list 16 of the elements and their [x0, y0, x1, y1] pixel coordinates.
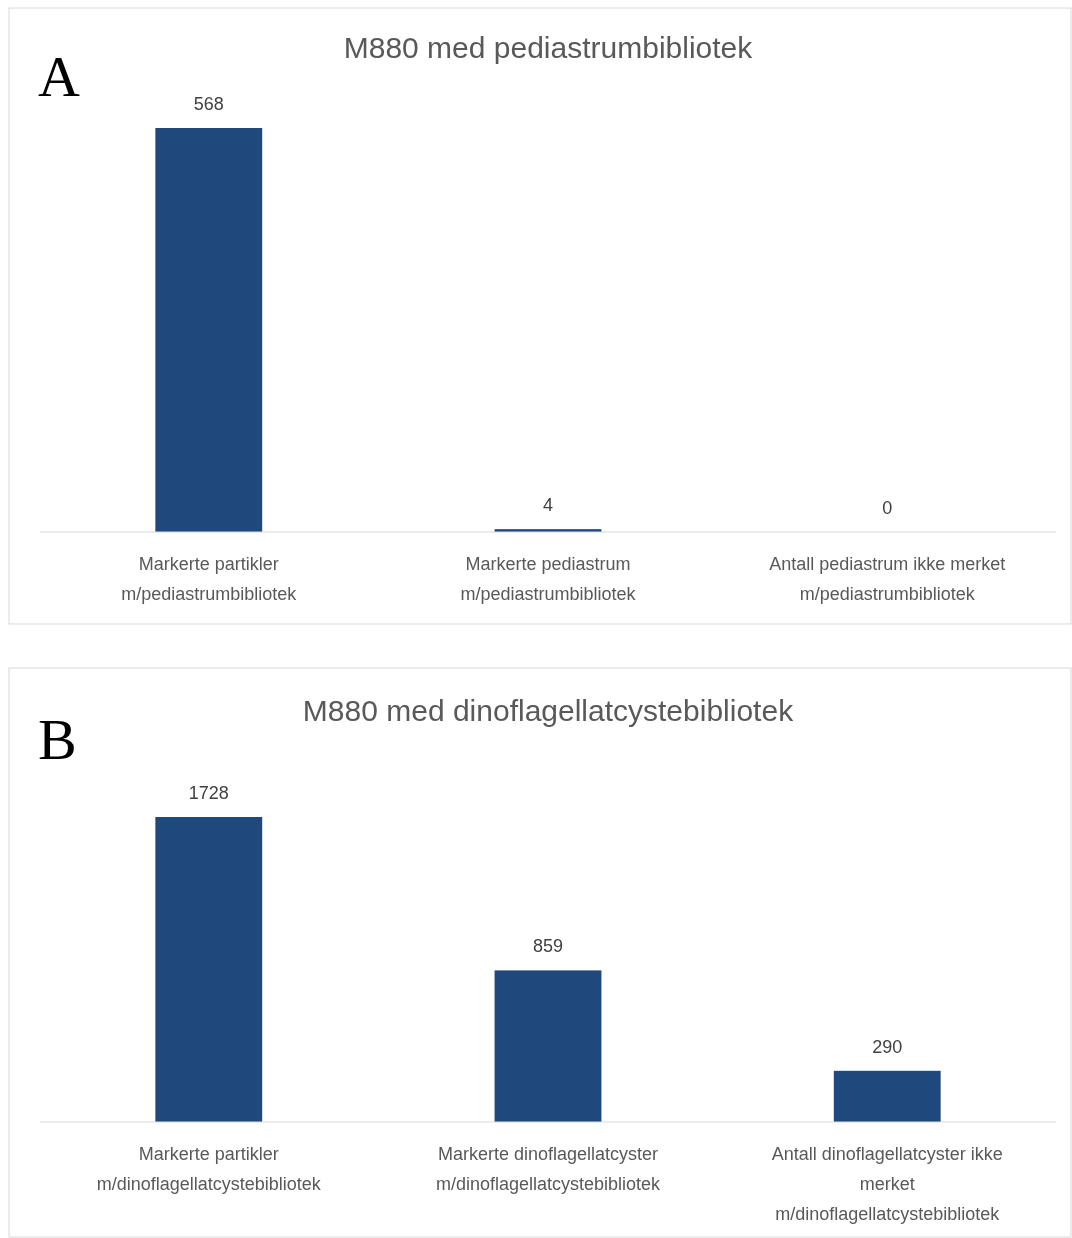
x-tick-label: Markerte dinoflagellatcyster m/dinoflagellatcystebibliotek — [435, 1144, 662, 1194]
x-tick-label: Markerte pediastrum m/pediastrumbibliotek — [460, 554, 637, 604]
x-tick-label: Antall dinoflagellatcyster ikke merket m/dinoflagellatcystebibliotek — [771, 1144, 1003, 1224]
data-label: 859 — [532, 936, 564, 957]
data-label: 568 — [193, 94, 224, 114]
chart-title: M880 med pediastrumbibliotek — [343, 30, 754, 64]
text: A — [38, 44, 80, 109]
data-label: 1728 — [188, 783, 229, 803]
data-label: 0 — [882, 498, 893, 518]
data-label: 290 — [872, 1036, 903, 1057]
x-tick-label: Markerte partikler m/pediastrumbibliotek — [121, 554, 298, 604]
text: B — [38, 707, 77, 772]
chart-title: M880 med dinoflagellatcystebibliotek — [302, 693, 795, 727]
x-tick-label: Markerte partikler m/dinoflagellatcystebibliotek — [96, 1144, 322, 1194]
x-tick-label: Antall pediastrum ikke merket m/pediastrumbibliotek — [769, 554, 1006, 604]
data-label: 4 — [542, 495, 554, 516]
